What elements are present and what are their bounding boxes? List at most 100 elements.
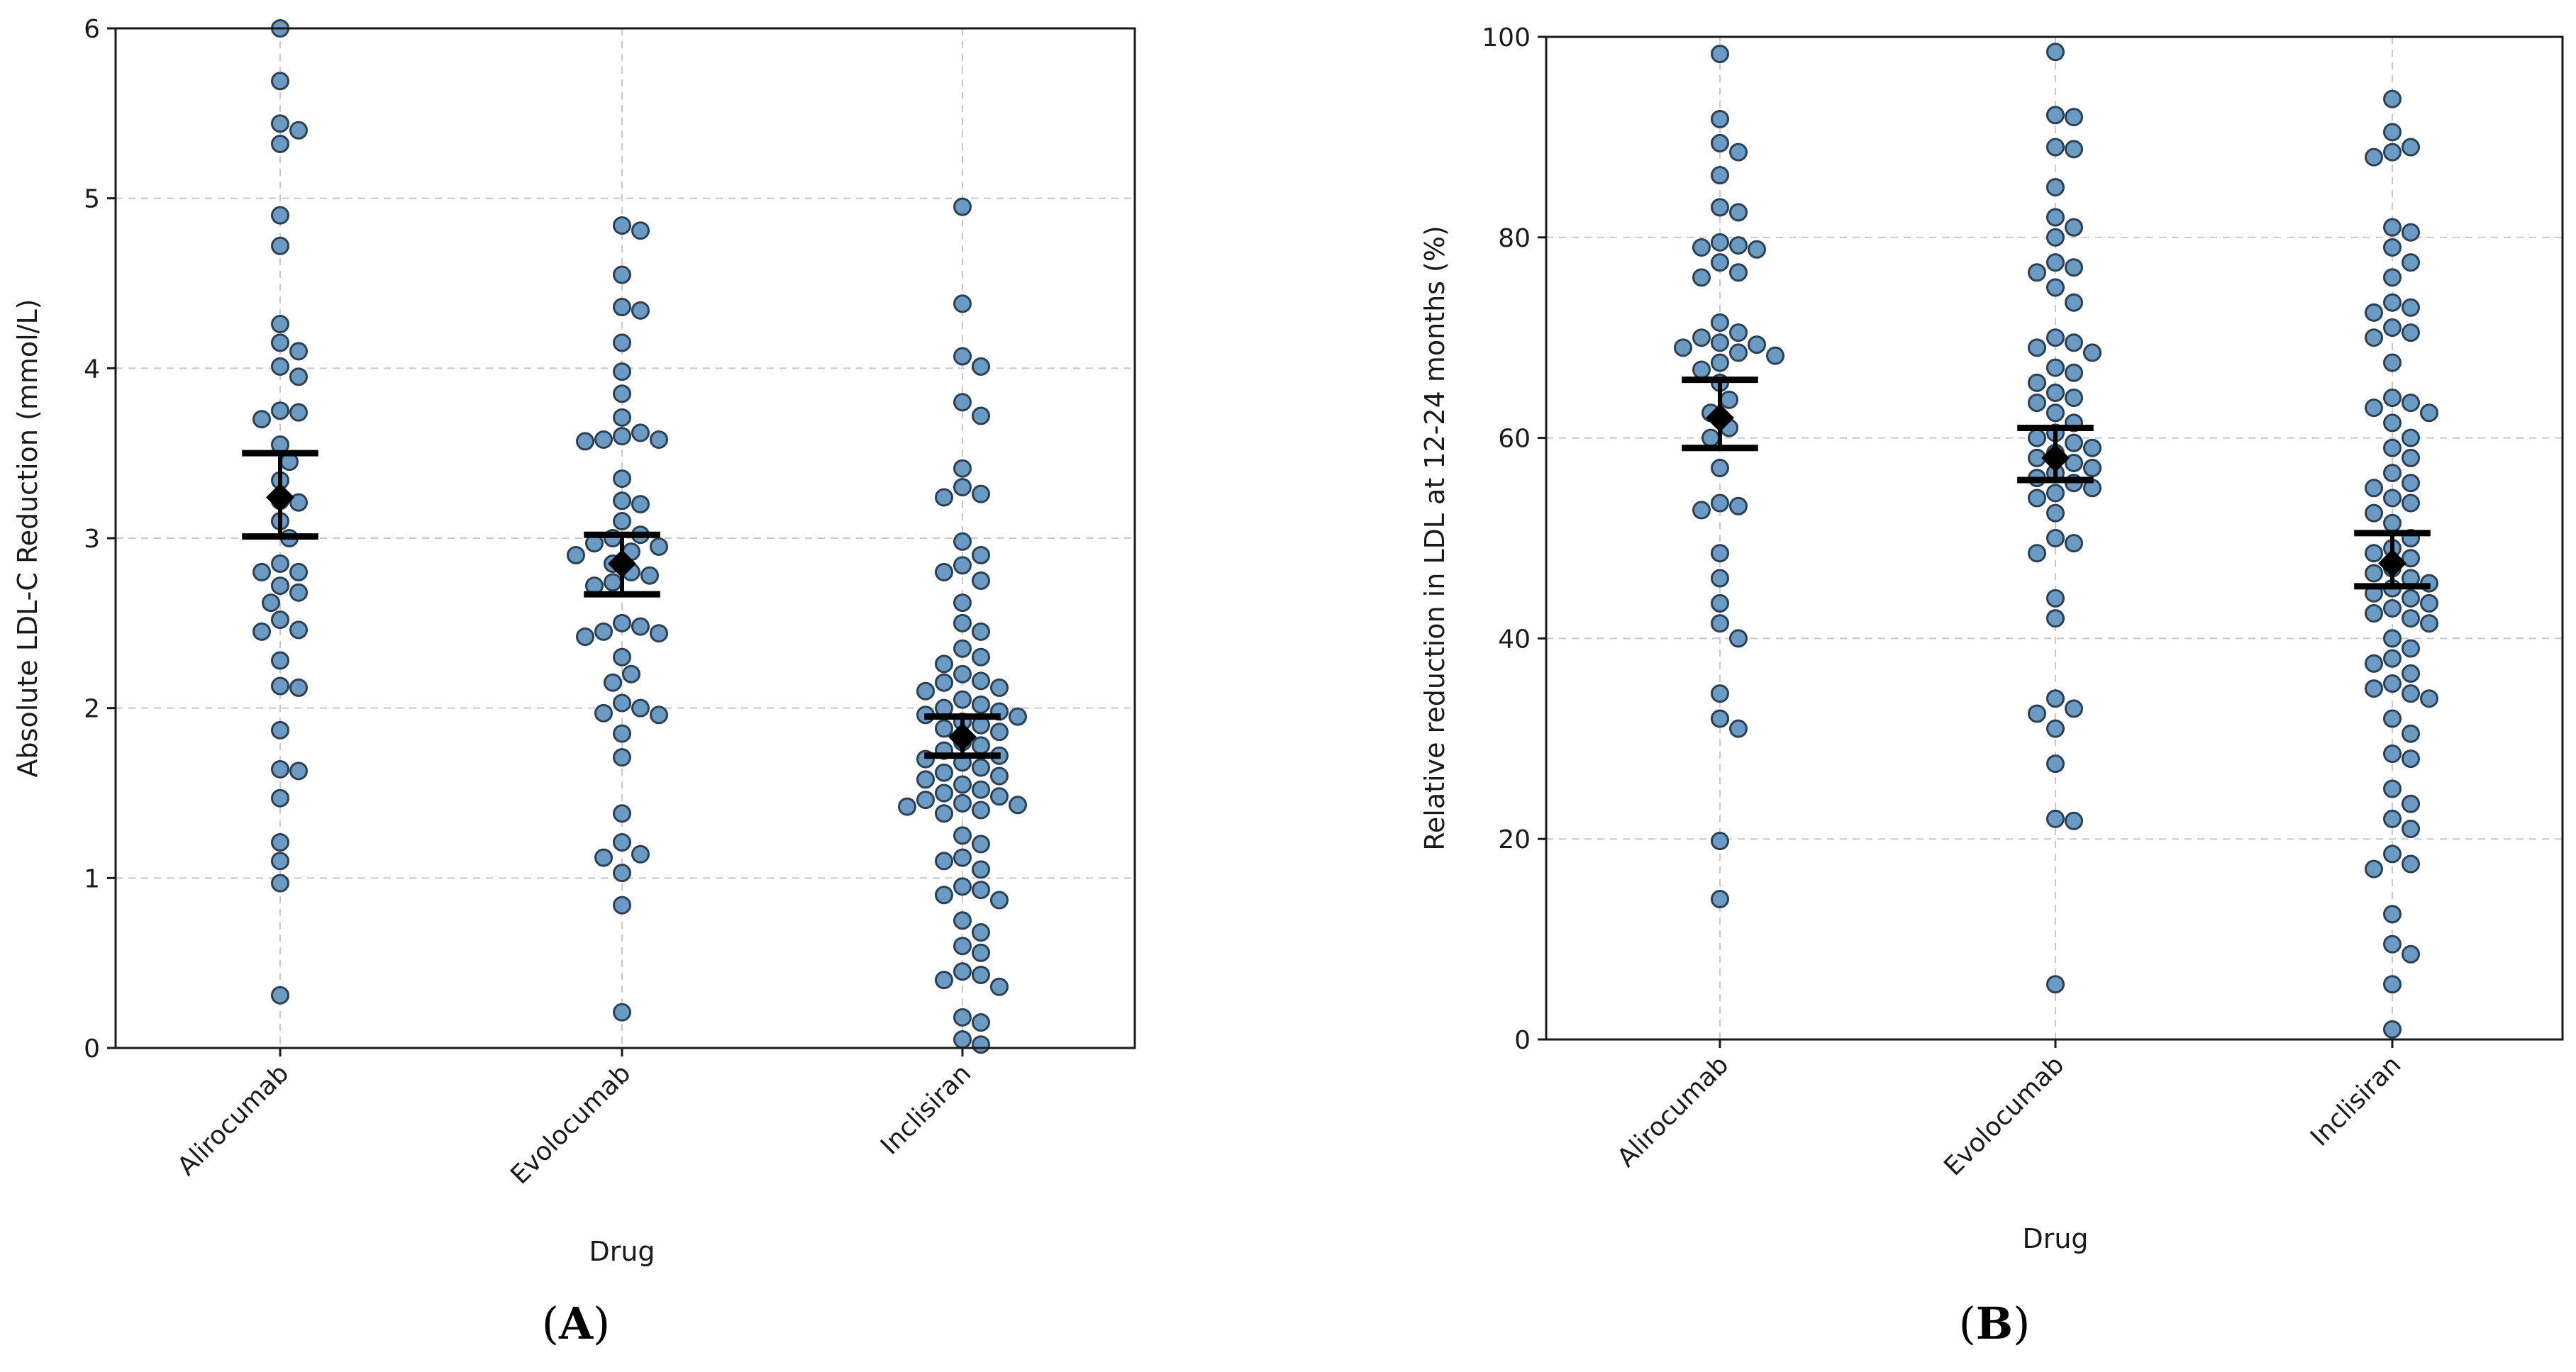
panel-b-data-point — [1711, 684, 1729, 703]
panel-a-data-point — [953, 664, 972, 684]
panel-a-data-point — [613, 613, 631, 632]
panel-a-data-point — [271, 357, 289, 376]
panel-b-data-point — [2383, 353, 2402, 372]
panel-a-data-point — [576, 628, 594, 647]
panel-b-data-point — [2365, 564, 2383, 583]
panel-b-data-point — [2383, 464, 2402, 483]
panel-a-data-point — [631, 844, 650, 864]
panel-b-data-point — [2402, 794, 2420, 813]
panel-a-data-point — [613, 804, 631, 823]
panel-a-label: (A) — [542, 1298, 611, 1349]
panel-a-data-point — [567, 545, 585, 564]
panel-b-data-point — [1711, 353, 1729, 372]
panel-b-data-point — [2402, 138, 2420, 157]
panel-a-data-point — [972, 943, 990, 962]
panel-a-xtick-label: Alirocumab — [172, 1059, 295, 1181]
panel-a-series-evolocumab — [567, 216, 668, 1022]
panel-b-data-point — [2383, 649, 2402, 668]
panel-a-data-point — [972, 484, 990, 503]
panel-b-data-point — [2383, 389, 2402, 408]
panel-b-data-point — [1692, 328, 1711, 347]
panel-b-data-point — [2383, 1020, 2402, 1039]
panel-b-data-point — [2065, 258, 2083, 277]
panel-a-data-point — [972, 545, 990, 564]
panel-b-data-point — [2402, 549, 2420, 568]
panel-b-data-point — [2365, 679, 2383, 698]
panel-b-data-point — [2402, 323, 2420, 342]
panel-b-mean-marker — [1706, 403, 1734, 433]
panel-a-data-point — [631, 698, 650, 718]
panel-a-data-point — [1009, 796, 1027, 815]
panel-a-data-point — [972, 835, 990, 854]
panel-a-data-point — [972, 736, 990, 755]
panel-b-data-point — [1692, 360, 1711, 379]
panel-a-data-point — [953, 197, 972, 216]
panel-b-xtick-label: Evolocumab — [1938, 1050, 2070, 1181]
panel-b-data-point — [1711, 333, 1729, 352]
panel-a-data-point — [953, 393, 972, 412]
panel-a-mean-marker — [608, 549, 636, 578]
panel-a-data-point — [935, 804, 953, 823]
panel-b-data-point — [1711, 493, 1729, 513]
panel-b-ytick-label: 80 — [1498, 224, 1531, 253]
panel-a-data-point — [650, 430, 668, 449]
panel-a-data-point — [613, 693, 631, 713]
panel-b-data-point — [2383, 975, 2402, 994]
panel-b-data-point — [1711, 593, 1729, 613]
panel-b-data-point — [1711, 313, 1729, 332]
panel-a-data-point — [594, 430, 613, 449]
panel-b-data-point — [1701, 428, 1720, 447]
panel-a-xtick-label: Evolocumab — [505, 1059, 636, 1190]
panel-a-data-point — [631, 495, 650, 514]
panel-a-data-point — [289, 493, 308, 512]
panel-a-data-point — [935, 783, 953, 803]
panel-a-data-point — [289, 342, 308, 361]
panel-b-data-point — [2402, 724, 2420, 743]
panel-a-data-point — [271, 315, 289, 334]
panel-a-data-point — [271, 852, 289, 871]
panel-b-data-point — [2383, 318, 2402, 338]
panel-a-data-point — [613, 427, 631, 446]
panel-a-data-point — [613, 216, 631, 235]
panel-b-data-point — [2365, 654, 2383, 673]
panel-b-data-point — [2402, 749, 2420, 769]
panel-a-data-point — [289, 121, 308, 140]
panel-a-data-point — [972, 923, 990, 942]
panel-b-data-point — [2065, 534, 2083, 553]
panel-a-data-point — [916, 681, 935, 701]
panel-b-data-point — [2065, 333, 2083, 352]
panel-b-data-point — [2065, 293, 2083, 312]
panel-a-data-point — [271, 236, 289, 255]
panel-a-data-point — [262, 593, 280, 613]
panel-a-data-point — [271, 676, 289, 696]
panel-a-data-point — [972, 695, 990, 714]
panel-a-data-point — [631, 617, 650, 636]
panel-b-data-point — [2383, 489, 2402, 508]
panel-a-data-point — [613, 333, 631, 352]
panel-b-data-point — [2420, 689, 2438, 708]
panel-b-data-point — [2402, 223, 2420, 242]
panel-a-data-point — [271, 134, 289, 153]
panel-a-data-point — [972, 1013, 990, 1032]
panel-b-data-point — [2046, 754, 2065, 774]
panel-a-data-point — [972, 1035, 990, 1054]
panel-b-data-point — [2402, 589, 2420, 608]
panel-a-data-point — [953, 613, 972, 632]
panel-b-data-point — [2365, 303, 2383, 322]
panel-a-data-point — [953, 826, 972, 845]
panel-a-data-point — [953, 848, 972, 867]
panel-b-data-point — [2383, 238, 2402, 257]
panel-b-data-point — [2365, 479, 2383, 498]
panel-a-data-point — [271, 720, 289, 740]
panel-a-data-point — [613, 647, 631, 667]
panel-a-data-point — [972, 881, 990, 900]
panel-a-ytick-label: 6 — [84, 15, 100, 44]
panel-b-data-point — [1711, 45, 1729, 64]
panel-b-data-point — [1729, 629, 1748, 648]
panel-a-ytick-label: 3 — [84, 525, 100, 554]
panel-b-data-point — [1711, 198, 1729, 217]
panel-a-x-axis-title: Drug — [589, 1236, 655, 1267]
panel-a-data-point — [953, 793, 972, 813]
panel-b-data-point — [2402, 944, 2420, 964]
